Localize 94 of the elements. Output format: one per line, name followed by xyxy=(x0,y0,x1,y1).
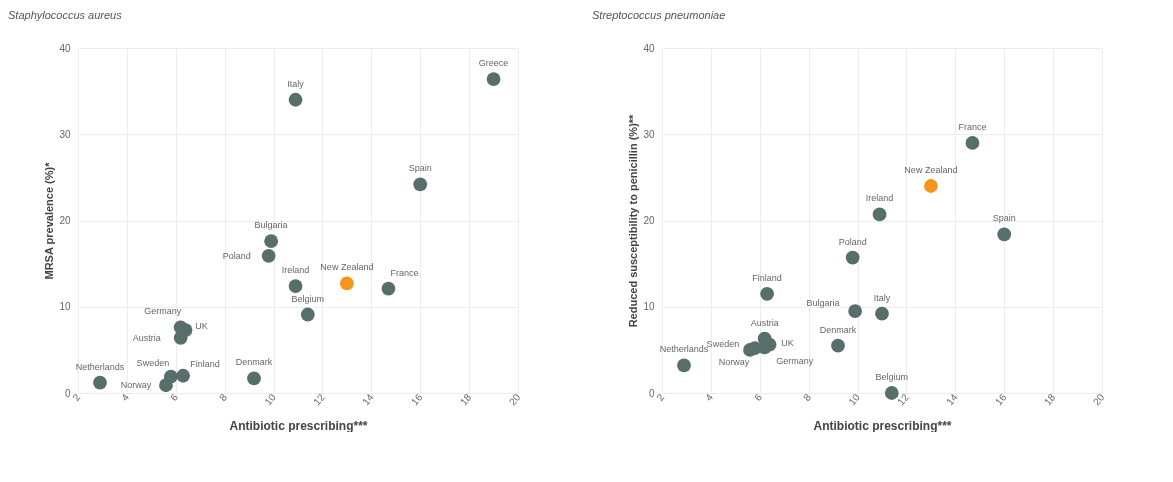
x-tick-label: 20 xyxy=(506,391,523,408)
annotation: Denmark xyxy=(819,324,857,335)
x-tick-label: 16 xyxy=(992,391,1009,408)
chart-title: Staphylococcus aureus xyxy=(8,9,123,21)
point xyxy=(159,378,173,393)
annotation: Germany xyxy=(144,306,182,317)
annotation: Poland xyxy=(222,250,251,261)
x-tick-label: 2 xyxy=(654,391,667,403)
x-tick-label: 18 xyxy=(457,391,474,408)
x-tick-label: 10 xyxy=(846,391,863,408)
point xyxy=(93,375,107,390)
point xyxy=(997,227,1012,242)
annotation: Ireland xyxy=(281,265,310,276)
chart-title: Streptococcus pneumoniae xyxy=(592,9,726,21)
annotation: Bulgaria xyxy=(254,220,288,231)
point xyxy=(176,368,190,383)
point xyxy=(848,304,862,318)
y-tick-label: 30 xyxy=(643,128,655,140)
x-axis-title: Antibiotic prescribing*** xyxy=(813,419,952,434)
annotation: UK xyxy=(195,321,208,332)
x-tick-label: 12 xyxy=(895,391,912,408)
annotation: New Zealand xyxy=(320,262,374,273)
annotation: Denmark xyxy=(235,357,273,368)
y-tick-label: 20 xyxy=(59,215,71,226)
point xyxy=(381,281,396,296)
y-tick-label: 10 xyxy=(643,301,655,313)
point xyxy=(845,250,860,265)
x-tick-label: 18 xyxy=(1041,391,1058,408)
point xyxy=(486,72,501,86)
point xyxy=(884,386,899,400)
x-tick-label: 16 xyxy=(408,391,425,408)
y-tick-label: 0 xyxy=(648,387,655,399)
x-tick-label: 10 xyxy=(262,391,279,408)
point xyxy=(264,234,278,249)
point xyxy=(872,207,887,222)
annotation: France xyxy=(390,267,419,278)
annotation: Austria xyxy=(750,317,779,328)
annotation: Italy xyxy=(873,292,891,303)
annotation: Spain xyxy=(992,213,1016,224)
point xyxy=(247,371,261,386)
x-tick-label: 14 xyxy=(360,391,376,408)
annotation: Netherlands xyxy=(75,361,125,372)
x-tick-label: 20 xyxy=(1090,391,1107,408)
y-axis-title: Reduced susceptibility to penicillin (%)** xyxy=(627,113,640,328)
point xyxy=(965,136,980,150)
annotation: Netherlands xyxy=(659,344,709,355)
annotation: Poland xyxy=(838,236,867,247)
point xyxy=(924,179,938,193)
y-tick-label: 0 xyxy=(64,387,71,399)
annotation: France xyxy=(958,121,987,132)
annotation: Finland xyxy=(190,358,220,369)
y-tick-label: 30 xyxy=(59,128,71,140)
annotation: Norway xyxy=(718,356,750,367)
point xyxy=(677,358,691,373)
point xyxy=(300,307,315,322)
annotation: UK xyxy=(781,337,794,348)
x-tick-label: 8 xyxy=(216,391,230,403)
x-tick-label: 14 xyxy=(944,391,960,408)
point xyxy=(288,92,303,107)
x-tick-label: 8 xyxy=(800,391,814,403)
point xyxy=(831,338,845,353)
annotation: Finland xyxy=(752,272,782,283)
annotation: Austria xyxy=(132,332,161,343)
y-tick-label: 40 xyxy=(643,42,655,54)
annotation: Greece xyxy=(478,58,509,69)
annotation: Ireland xyxy=(865,193,894,204)
x-tick-label: 2 xyxy=(70,391,83,403)
point xyxy=(288,279,303,293)
annotation: Norway xyxy=(120,380,152,391)
x-axis-title: Antibiotic prescribing*** xyxy=(229,419,368,434)
x-tick-label: 6 xyxy=(752,391,765,403)
point xyxy=(757,340,772,355)
annotation: Spain xyxy=(408,163,432,174)
annotation: Italy xyxy=(287,78,305,89)
annotation: Belgium xyxy=(291,293,325,304)
y-tick-label: 20 xyxy=(643,215,655,226)
point xyxy=(261,248,276,263)
point xyxy=(340,276,354,291)
point xyxy=(760,286,774,301)
annotation: New Zealand xyxy=(904,165,958,175)
x-tick-label: 4 xyxy=(119,391,132,403)
y-axis-title: MRSA prevalence (%)* xyxy=(43,161,56,280)
y-tick-label: 10 xyxy=(59,301,71,313)
annotation: Sweden xyxy=(136,357,170,368)
annotation: Germany xyxy=(776,356,814,367)
y-tick-label: 40 xyxy=(59,42,71,54)
point xyxy=(875,306,889,321)
point xyxy=(743,343,757,357)
x-tick-label: 6 xyxy=(168,391,181,403)
annotation: Bulgaria xyxy=(806,298,840,309)
x-tick-label: 12 xyxy=(311,391,328,408)
x-tick-label: 4 xyxy=(703,391,716,403)
point xyxy=(413,177,428,192)
annotation: Belgium xyxy=(875,372,909,382)
